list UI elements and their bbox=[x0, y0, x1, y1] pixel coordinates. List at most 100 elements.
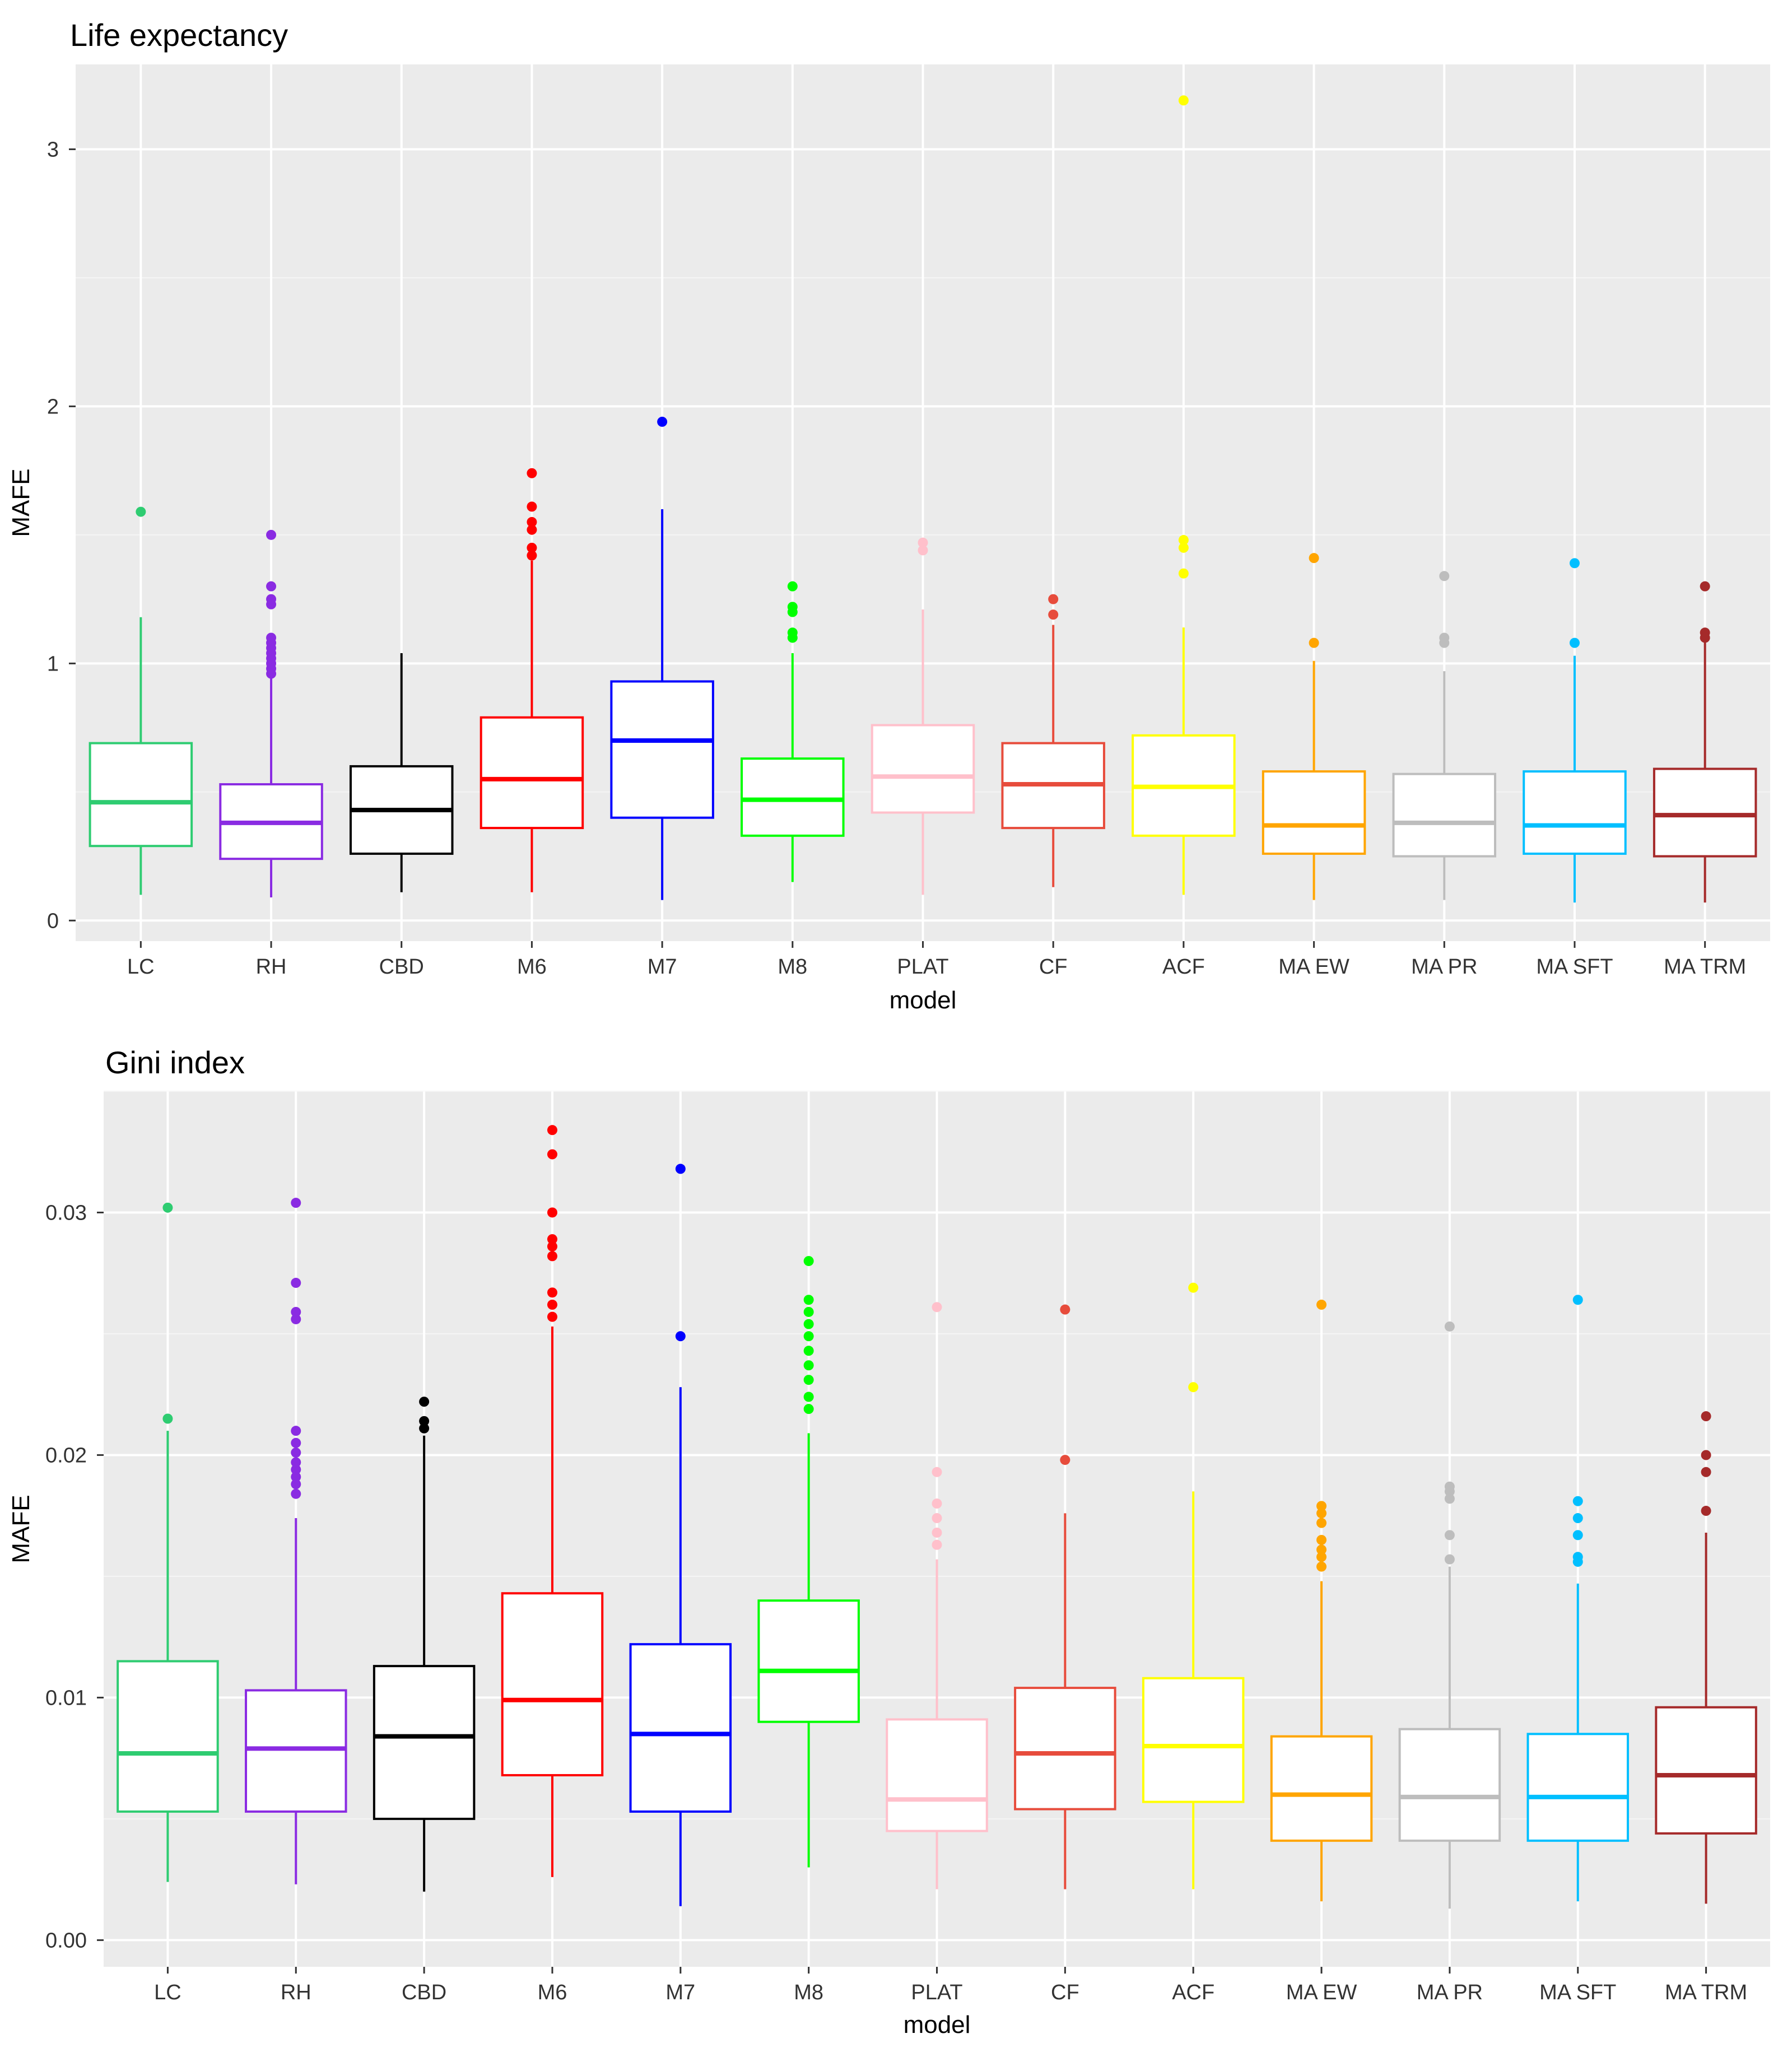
outlier-point bbox=[527, 550, 537, 561]
box-m6 bbox=[480, 468, 584, 892]
outlier-point bbox=[1178, 542, 1189, 553]
outlier-point bbox=[932, 1302, 942, 1313]
outlier-point bbox=[291, 1457, 301, 1468]
box-m7 bbox=[610, 416, 714, 900]
iqr-box bbox=[89, 742, 193, 848]
box-lc bbox=[117, 1202, 219, 1882]
outlier-point bbox=[1178, 535, 1189, 546]
box-m8 bbox=[741, 581, 845, 882]
outlier-point bbox=[291, 1472, 301, 1482]
x-tick-label: MA SFT bbox=[1536, 955, 1613, 979]
outlier-point bbox=[675, 1331, 686, 1342]
outlier-point bbox=[1572, 1295, 1583, 1305]
outlier-point bbox=[1701, 1450, 1711, 1460]
outlier-point bbox=[1316, 1300, 1327, 1310]
outlier-point bbox=[527, 468, 537, 478]
x-tick-label: CBD bbox=[402, 1981, 446, 2004]
outlier-point bbox=[787, 602, 798, 612]
outlier-point bbox=[787, 627, 798, 638]
outlier-point bbox=[1572, 1496, 1583, 1506]
outlier-point bbox=[547, 1234, 557, 1245]
y-tick-label: 1 bbox=[47, 652, 59, 676]
outlier-point bbox=[527, 501, 537, 512]
box-ma-trm bbox=[1655, 1411, 1757, 1904]
x-tick-label: MA PR bbox=[1417, 1981, 1483, 2004]
outlier-point bbox=[1444, 1321, 1455, 1332]
outlier-point bbox=[162, 1202, 173, 1213]
y-axis-label: MAFE bbox=[7, 1495, 35, 1563]
y-tick-label: 0.01 bbox=[45, 1686, 87, 1710]
x-tick-label: PLAT bbox=[911, 1981, 962, 2004]
outlier-point bbox=[547, 1149, 557, 1160]
box-ma-sft bbox=[1526, 1295, 1629, 1902]
x-tick-label: MA EW bbox=[1278, 955, 1349, 979]
box-ma-pr bbox=[1398, 1321, 1501, 1909]
outlier-point bbox=[419, 1423, 430, 1434]
outlier-point bbox=[1309, 637, 1319, 648]
outlier-point bbox=[932, 1513, 942, 1524]
box-acf bbox=[1142, 1282, 1245, 1890]
outlier-point bbox=[932, 1498, 942, 1509]
outlier-point bbox=[932, 1527, 942, 1538]
y-tick-label: 0.00 bbox=[45, 1929, 87, 1952]
box-cf bbox=[1001, 594, 1105, 887]
outlier-point bbox=[803, 1375, 814, 1385]
outlier-point bbox=[803, 1392, 814, 1402]
outlier-point bbox=[1316, 1561, 1327, 1572]
outlier-point bbox=[1700, 627, 1710, 638]
outlier-point bbox=[803, 1295, 814, 1305]
iqr-box bbox=[1014, 1687, 1116, 1811]
iqr-box bbox=[757, 1599, 860, 1723]
outlier-point bbox=[1439, 571, 1450, 581]
iqr-box bbox=[886, 1718, 988, 1832]
iqr-box bbox=[117, 1660, 219, 1813]
outlier-point bbox=[803, 1346, 814, 1356]
outlier-point bbox=[1439, 632, 1450, 643]
outlier-point bbox=[1178, 95, 1189, 106]
box-ma-pr bbox=[1392, 571, 1497, 900]
outlier-point bbox=[1701, 1411, 1711, 1422]
outlier-point bbox=[1316, 1501, 1327, 1511]
x-tick-label: MA SFT bbox=[1539, 1981, 1616, 2004]
outlier-point bbox=[918, 545, 928, 556]
iqr-box bbox=[629, 1643, 732, 1813]
iqr-box bbox=[1142, 1677, 1245, 1803]
outlier-point bbox=[1048, 609, 1059, 620]
outlier-point bbox=[1444, 1554, 1455, 1565]
x-tick-label: MA PR bbox=[1411, 955, 1477, 979]
iqr-box bbox=[1392, 772, 1497, 858]
box-ma-ew bbox=[1262, 553, 1366, 900]
x-tick-label: PLAT bbox=[897, 955, 948, 979]
life-expectancy-svg: 0 1 2 3 LC RH CBD M6 M7 M8 PLAT CF ACF MA EW MA PR MA S… bbox=[7, 17, 1770, 1014]
outlier-point bbox=[527, 516, 537, 527]
outlier-point bbox=[291, 1437, 301, 1448]
outlier-point bbox=[1569, 558, 1580, 569]
x-tick-label: M7 bbox=[648, 955, 677, 979]
outlier-point bbox=[291, 1306, 301, 1317]
iqr-box bbox=[1270, 1735, 1373, 1842]
outlier-point bbox=[1316, 1518, 1327, 1528]
iqr-box bbox=[480, 716, 584, 830]
outlier-point bbox=[803, 1360, 814, 1371]
x-tick-label: M8 bbox=[778, 955, 807, 979]
outlier-point bbox=[547, 1207, 557, 1218]
box-ma-trm bbox=[1653, 581, 1757, 903]
x-tick-label: LC bbox=[154, 1981, 181, 2004]
x-tick-label: ACF bbox=[1162, 955, 1205, 979]
outlier-point bbox=[291, 1278, 301, 1288]
outlier-point bbox=[787, 581, 798, 592]
iqr-box bbox=[871, 724, 975, 814]
outlier-point bbox=[291, 1479, 301, 1490]
outlier-point bbox=[266, 632, 277, 643]
outlier-point bbox=[266, 529, 277, 540]
box-rh bbox=[245, 1198, 347, 1884]
iqr-box bbox=[610, 680, 714, 819]
x-tick-label: MA TRM bbox=[1665, 1981, 1747, 2004]
x-tick-label: M6 bbox=[538, 1981, 567, 2004]
outlier-point bbox=[527, 524, 537, 535]
gini-index-svg: 0.00 0.01 0.02 0.03 LC RH CBD M6 M7 M8 PLAT CF ACF MA… bbox=[7, 1045, 1770, 2039]
x-tick-label: CF bbox=[1051, 1981, 1079, 2004]
outlier-point bbox=[136, 506, 146, 517]
outlier-point bbox=[547, 1251, 557, 1262]
outlier-point bbox=[547, 1300, 557, 1310]
